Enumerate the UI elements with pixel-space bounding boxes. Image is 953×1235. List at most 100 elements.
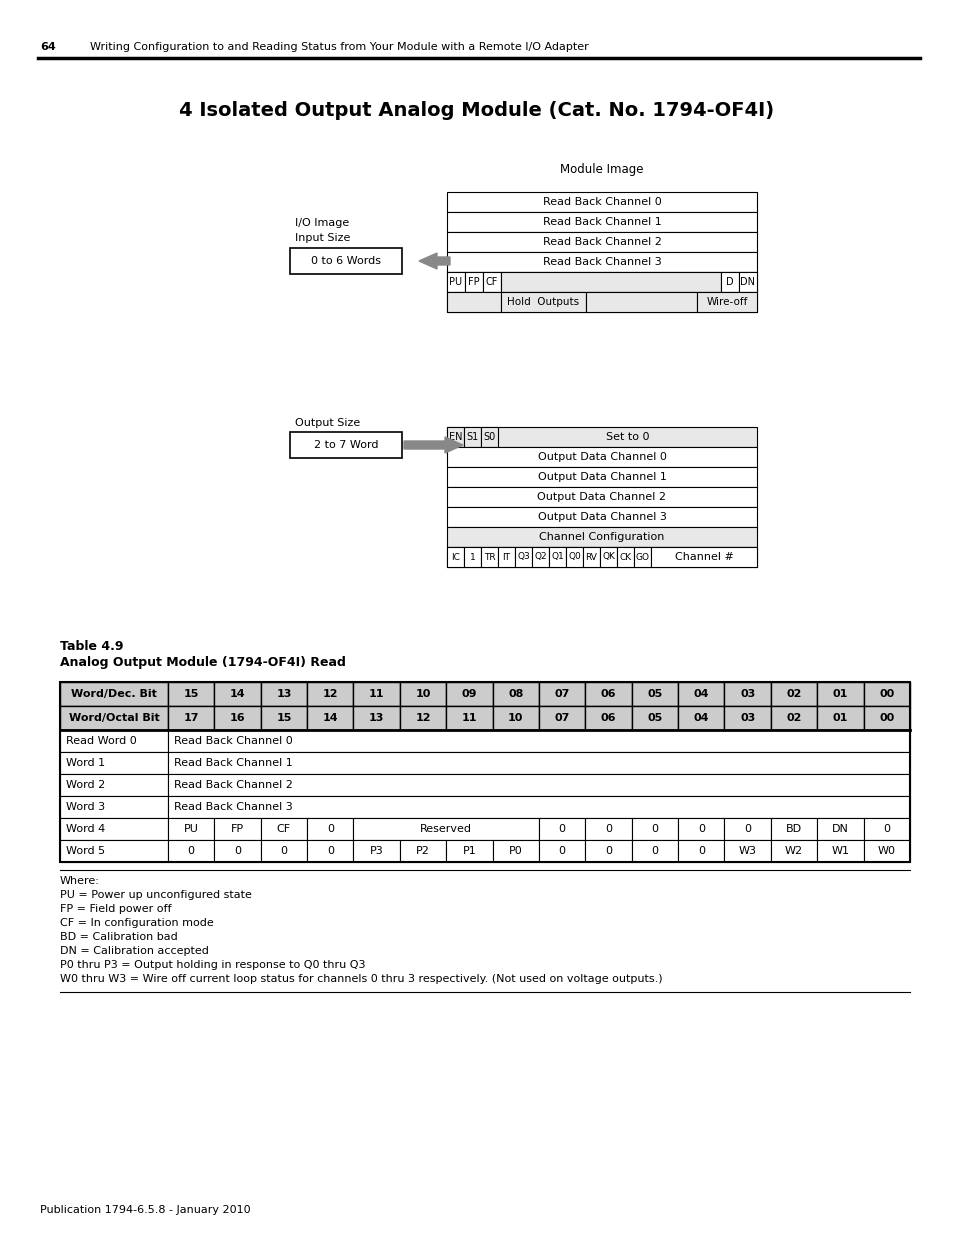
Text: Read Back Channel 0: Read Back Channel 0 [542, 198, 660, 207]
Text: Output Data Channel 1: Output Data Channel 1 [537, 472, 666, 482]
Text: 12: 12 [322, 689, 337, 699]
Text: 0: 0 [604, 846, 612, 856]
Bar [500, 272, 720, 291]
Text: Channel #: Channel # [674, 552, 733, 562]
Text: TR: TR [483, 552, 495, 562]
Bar [770, 706, 817, 730]
Text: Set to 0: Set to 0 [605, 432, 649, 442]
Text: Output Data Channel 3: Output Data Channel 3 [537, 513, 666, 522]
Text: Word/Dec. Bit: Word/Dec. Bit [71, 689, 157, 699]
Text: 0: 0 [651, 846, 658, 856]
Bar [599, 547, 617, 567]
Bar [214, 840, 260, 862]
Text: 13: 13 [276, 689, 292, 699]
Text: 11: 11 [369, 689, 384, 699]
Text: Word 1: Word 1 [66, 758, 105, 768]
Bar [168, 840, 214, 862]
Text: Publication 1794-6.5.8 - January 2010: Publication 1794-6.5.8 - January 2010 [40, 1205, 251, 1215]
Text: BD = Calibration bad: BD = Calibration bad [60, 932, 177, 942]
Bar [214, 706, 260, 730]
Text: 11: 11 [461, 713, 476, 722]
Bar [500, 291, 585, 312]
Bar [447, 252, 757, 272]
Bar [447, 272, 464, 291]
Text: Read Back Channel 0: Read Back Channel 0 [173, 736, 293, 746]
Bar [678, 840, 723, 862]
Bar [862, 682, 909, 706]
Bar [446, 682, 492, 706]
Text: RV: RV [585, 552, 597, 562]
Bar [463, 427, 480, 447]
Text: Writing Configuration to and Reading Status from Your Module with a Remote I/O A: Writing Configuration to and Reading Sta… [90, 42, 588, 52]
Bar [480, 547, 497, 567]
Text: DN = Calibration accepted: DN = Calibration accepted [60, 946, 209, 956]
Text: 00: 00 [879, 713, 894, 722]
Text: 13: 13 [369, 713, 384, 722]
Bar [515, 547, 532, 567]
Bar [168, 730, 909, 752]
Bar [260, 706, 307, 730]
Bar [770, 818, 817, 840]
Text: PU: PU [184, 824, 198, 834]
Text: DN: DN [740, 277, 755, 287]
Text: Read Word 0: Read Word 0 [66, 736, 136, 746]
Bar [585, 291, 697, 312]
Bar [492, 840, 538, 862]
Bar [399, 682, 446, 706]
Polygon shape [418, 253, 450, 269]
Bar [214, 682, 260, 706]
Bar [697, 291, 757, 312]
Text: W2: W2 [784, 846, 802, 856]
Bar [678, 818, 723, 840]
Text: FP: FP [468, 277, 479, 287]
Text: CF: CF [276, 824, 291, 834]
Bar [723, 840, 770, 862]
Text: 0: 0 [651, 824, 658, 834]
Bar [585, 818, 631, 840]
Text: P3: P3 [370, 846, 383, 856]
Bar [60, 752, 168, 774]
Text: Read Back Channel 2: Read Back Channel 2 [542, 237, 660, 247]
Bar [817, 706, 862, 730]
Text: 06: 06 [600, 713, 616, 722]
Text: P2: P2 [416, 846, 430, 856]
Text: W1: W1 [831, 846, 848, 856]
Text: BD: BD [785, 824, 801, 834]
Bar [354, 682, 399, 706]
Text: Output Size: Output Size [294, 417, 360, 429]
Bar [492, 706, 538, 730]
Text: Word 5: Word 5 [66, 846, 105, 856]
Bar [168, 797, 909, 818]
Text: Q1: Q1 [551, 552, 563, 562]
Text: S0: S0 [483, 432, 496, 442]
Text: Input Size: Input Size [294, 233, 350, 243]
Bar [631, 840, 678, 862]
Bar [447, 427, 463, 447]
Text: 0: 0 [280, 846, 287, 856]
Bar [497, 547, 515, 567]
Text: I/O Image: I/O Image [294, 219, 349, 228]
Text: Module Image: Module Image [559, 163, 643, 177]
Text: 1: 1 [469, 552, 475, 562]
Text: 15: 15 [183, 689, 198, 699]
Text: CK: CK [618, 552, 631, 562]
Text: Channel Configuration: Channel Configuration [538, 532, 664, 542]
Text: PU: PU [449, 277, 462, 287]
Bar [447, 547, 463, 567]
Bar [480, 427, 497, 447]
Text: Word 4: Word 4 [66, 824, 105, 834]
Text: 03: 03 [740, 689, 755, 699]
Bar [447, 547, 757, 567]
Text: Wire-off: Wire-off [705, 296, 747, 308]
Text: 0: 0 [697, 824, 704, 834]
Bar [817, 682, 862, 706]
Bar [585, 682, 631, 706]
Bar [168, 818, 214, 840]
Bar [538, 706, 585, 730]
Bar [307, 818, 354, 840]
Text: 0: 0 [743, 824, 750, 834]
Text: 02: 02 [785, 713, 801, 722]
Bar [482, 272, 500, 291]
Text: D: D [725, 277, 733, 287]
Text: 0: 0 [697, 846, 704, 856]
